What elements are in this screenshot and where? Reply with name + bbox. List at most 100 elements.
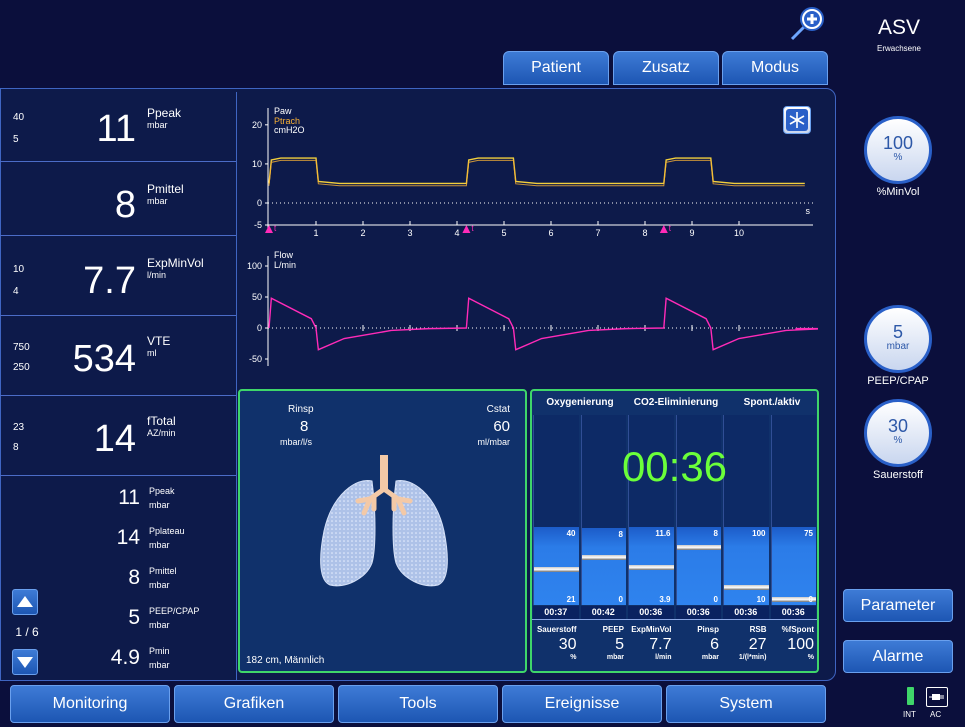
page-up-button[interactable]: [12, 589, 38, 615]
asv-target-marker: [534, 567, 579, 572]
monitoring-column: 40 5 11 Ppeak mbar 8 Pmittel mbar 10 4 7…: [0, 92, 237, 680]
asv-bar-top-label: 100: [752, 529, 766, 538]
asv-bar-bottom-label: 0: [713, 595, 718, 604]
secondary-value: 14: [116, 526, 140, 549]
asv-bar-column: 75 0: [770, 415, 816, 605]
asv-value-name: Sauerstoff: [536, 625, 577, 634]
arrow-down-icon: [17, 657, 33, 668]
monitor-expminvol[interactable]: 10 4 7.7 ExpMinVol l/min: [0, 236, 236, 316]
trigger-marker: [265, 225, 273, 233]
paw-x-unit: s: [806, 206, 811, 216]
monitor-pmittel[interactable]: 8 Pmittel mbar: [0, 162, 236, 236]
asv-value-cell: RSB 27 1/(l*min): [722, 620, 770, 672]
lung-icon: [320, 455, 448, 587]
secondary-unit: mbar: [149, 660, 170, 670]
flow-axis: 100 50 0 -50: [247, 256, 813, 366]
secondary-unit: mbar: [149, 500, 170, 510]
battery-icon: [907, 687, 914, 705]
flow-unit-label: L/min: [274, 260, 296, 270]
knob-unit: mbar: [886, 341, 910, 352]
asv-bar-top-label: 8: [713, 529, 718, 538]
asv-value-name: PEEP: [602, 625, 624, 634]
monitor-value: 534: [72, 338, 136, 380]
alarm-high: 23: [13, 422, 25, 433]
monitor-ppeak[interactable]: 40 5 11 Ppeak mbar: [0, 92, 236, 162]
asv-bar-column: 11.6 3.9: [628, 415, 674, 605]
alarm-low: 4: [13, 286, 19, 297]
mode-subtitle: Erwachsene: [876, 44, 922, 53]
rinsp-unit: mbar/l/s: [280, 437, 313, 447]
asv-bar-bottom-label: 0: [618, 595, 623, 604]
trigger-label: t: [471, 224, 474, 233]
knob-label-peep: PEEP/CPAP: [867, 375, 929, 387]
knob-unit: %: [893, 152, 903, 163]
secondary-name: Ppeak: [149, 486, 175, 496]
monitor-name: VTE: [147, 334, 171, 348]
monitor-name: Ppeak: [147, 106, 182, 120]
page-down-button[interactable]: [12, 649, 38, 675]
asv-value-number: 6: [710, 636, 719, 653]
asv-value-name: %fSpont: [781, 625, 814, 634]
asv-bar-top-label: 11.6: [655, 529, 671, 538]
asv-value-number: 27: [748, 636, 767, 653]
asv-bar-top-label: 40: [566, 529, 576, 538]
trigger-label: t: [274, 224, 277, 233]
monitor-name: ExpMinVol: [147, 256, 204, 270]
asv-value-cell: PEEP 5 mbar: [580, 620, 628, 672]
rinsp-value: 8: [300, 418, 309, 435]
tab-zusatz[interactable]: Zusatz: [613, 51, 719, 85]
monitor-vte[interactable]: 750 250 534 VTE ml: [0, 316, 236, 396]
secondary-value: 4.9: [110, 646, 140, 669]
asv-bar-column: 100 10: [723, 415, 769, 605]
paw-unit-label: cmH2O: [274, 125, 305, 135]
tab-monitoring[interactable]: Monitoring: [10, 685, 170, 723]
alarm-high: 10: [13, 264, 25, 275]
knob-peep[interactable]: 5 mbar: [864, 305, 932, 373]
zoom-icon[interactable]: [788, 6, 828, 42]
alarme-button[interactable]: Alarme: [843, 640, 953, 673]
trigger-marker: [659, 225, 668, 233]
flow-graph[interactable]: Flow L/min 100 50 0 -50: [238, 248, 818, 378]
asv-value-unit: 1/(l*min): [738, 654, 767, 661]
asv-timer: 00:36: [621, 443, 728, 490]
ac-plug-icon: [926, 687, 948, 707]
secondary-unit: mbar: [149, 540, 170, 550]
asv-value-name: ExpMinVol: [631, 625, 672, 634]
parameter-button[interactable]: Parameter: [843, 589, 953, 622]
freeze-button[interactable]: [783, 106, 811, 134]
tab-patient[interactable]: Patient: [503, 51, 609, 85]
header-oxygenierung: Oxygenierung: [546, 397, 614, 408]
tab-tools[interactable]: Tools: [338, 685, 498, 723]
mode-title: ASV: [877, 16, 921, 39]
monitor-unit: AZ/min: [147, 428, 176, 438]
knob-minvol[interactable]: 100 %: [864, 116, 932, 184]
trigger-label: t: [669, 224, 672, 233]
monitor-ftotal[interactable]: 23 8 14 fTotal AZ/min: [0, 396, 236, 476]
asv-value-cell: Sauerstoff 30%: [532, 620, 580, 672]
cstat-label: Cstat: [486, 404, 510, 415]
asv-value-cell: %fSpont 100%: [770, 620, 818, 672]
tab-modus[interactable]: Modus: [722, 51, 828, 85]
asv-target-panel[interactable]: Oxygenierung CO2-Eliminierung Spont./akt…: [530, 389, 819, 673]
header-spont-aktiv: Spont./aktiv: [743, 397, 801, 408]
dynamic-lung-panel[interactable]: Rinsp 8 mbar/l/s Cstat 60 ml/mbar 182 cm…: [238, 389, 527, 673]
paw-label: Paw: [274, 106, 292, 116]
asv-value-number: 30: [558, 636, 577, 653]
knob-label-sauerstoff: Sauerstoff: [873, 469, 923, 481]
paw-x-tick: 9: [689, 228, 694, 238]
asv-bar-time: 00:36: [675, 606, 721, 619]
asv-target-marker: [676, 545, 721, 550]
paw-graph[interactable]: Paw Ptrach cmH2O 20 10 0 -5 1 2 3 4 5 6 7 8 9 10 s t t t: [238, 100, 818, 240]
tab-system[interactable]: System: [666, 685, 826, 723]
tab-ereignisse[interactable]: Ereignisse: [502, 685, 662, 723]
patient-info: 182 cm, Männlich: [246, 655, 325, 666]
knob-sauerstoff[interactable]: 30 %: [864, 399, 932, 467]
asv-bar-time: 00:36: [770, 606, 816, 619]
secondary-value: 8: [128, 566, 140, 589]
paw-axis: 20 10 0 -5 1 2 3 4 5 6 7 8 9 10 s: [252, 108, 813, 238]
paw-x-tick: 8: [642, 228, 647, 238]
asv-bar-time: 00:36: [723, 606, 769, 619]
tab-grafiken[interactable]: Grafiken: [174, 685, 334, 723]
